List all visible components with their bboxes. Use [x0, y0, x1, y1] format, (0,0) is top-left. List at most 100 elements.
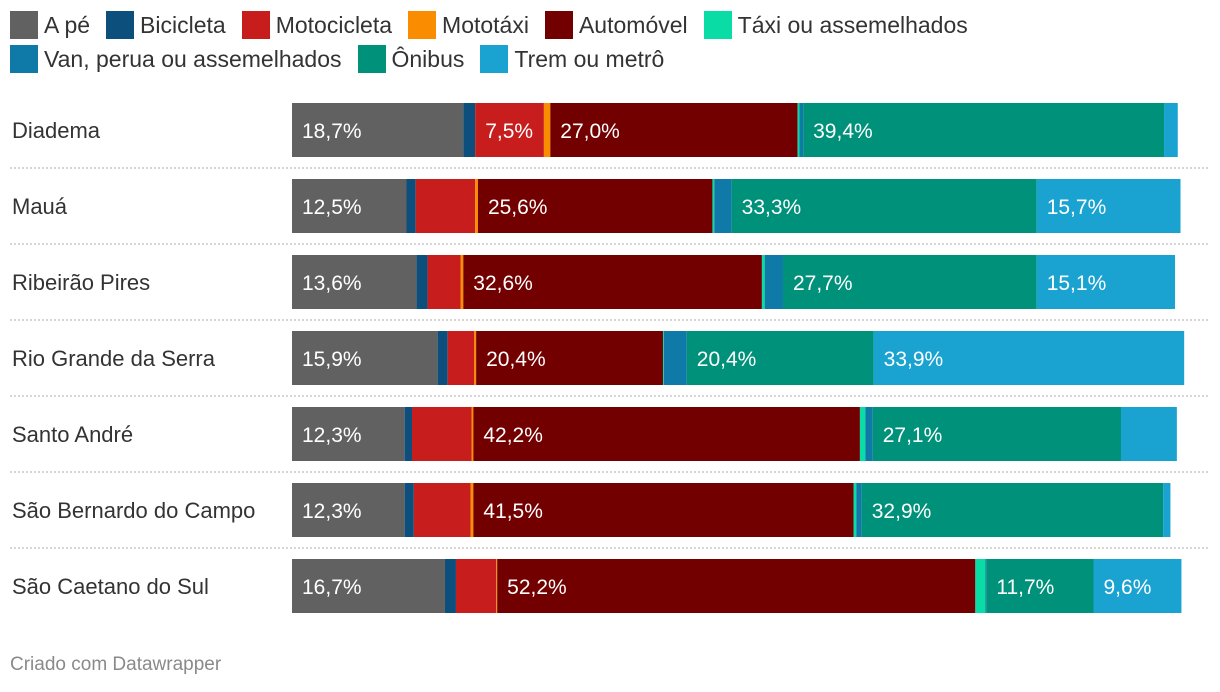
legend-item: Trem ou metrô — [480, 44, 664, 74]
bar-segment — [292, 559, 445, 613]
bar-segment — [470, 483, 474, 537]
bar-segment — [872, 407, 1121, 461]
legend-item: Van, perua ou assemelhados — [10, 44, 342, 74]
bar-segment — [413, 483, 471, 537]
bar-segment — [292, 103, 464, 157]
legend-label: Mototáxi — [442, 12, 529, 38]
legend-label: Ônibus — [391, 46, 465, 72]
bar-segment — [856, 483, 862, 537]
bar-segment — [1163, 483, 1171, 537]
bar-segment — [865, 407, 873, 461]
bar-segment — [686, 331, 874, 385]
bar-segment — [861, 483, 1164, 537]
bar-segment — [1036, 179, 1181, 233]
bar-segment — [497, 559, 976, 613]
bar-segment — [1093, 559, 1182, 613]
legend-label: Táxi ou assemelhados — [737, 12, 968, 38]
bar-segment — [460, 255, 464, 309]
data-label: 32,9% — [872, 500, 932, 523]
bar-segment — [475, 103, 544, 157]
legend-item: Automóvel — [544, 10, 688, 40]
data-label: 12,3% — [302, 500, 362, 523]
bar-segment — [292, 179, 407, 233]
bar-segment — [975, 559, 986, 613]
bar-segment — [476, 331, 663, 385]
bar-segment — [471, 407, 474, 461]
data-label: 15,9% — [302, 348, 362, 371]
legend-swatch — [357, 45, 386, 73]
category-label: Santo André — [12, 422, 133, 447]
legend: A pé Bicicleta Motocicleta Mototáxi Automóve… — [10, 10, 1215, 74]
bar-segment — [473, 483, 854, 537]
legend-label: A pé — [44, 12, 91, 38]
bar-segment — [463, 103, 476, 157]
category-label: Rio Grande da Serra — [12, 346, 216, 371]
legend-swatch — [10, 11, 38, 39]
footer-credit: Criado com Datawrapper — [10, 654, 222, 675]
data-label: 25,6% — [488, 196, 548, 219]
bar-segment — [714, 179, 732, 233]
bar-segment — [416, 255, 428, 309]
bar-segment — [444, 559, 456, 613]
data-label: 15,1% — [1047, 272, 1107, 295]
bar-segment — [415, 179, 476, 233]
bar-segment — [764, 255, 783, 309]
bar-segment — [404, 407, 412, 461]
legend-item: A pé — [10, 10, 90, 40]
data-label: 33,9% — [884, 348, 944, 371]
legend-label: Bicicleta — [140, 12, 226, 38]
bar-segment — [475, 179, 478, 233]
data-label: 11,7% — [996, 576, 1054, 599]
data-label: 27,1% — [883, 424, 943, 447]
category-label: Mauá — [12, 194, 68, 219]
data-label: 42,2% — [483, 424, 543, 447]
data-label: 9,6% — [1104, 576, 1152, 599]
bar-segment — [1164, 103, 1178, 157]
bar-segment — [662, 331, 664, 385]
bar-segment — [853, 483, 857, 537]
bar-segment — [292, 407, 405, 461]
legend-swatch — [106, 11, 135, 39]
legend-swatch — [544, 11, 573, 39]
category-label: São Caetano do Sul — [12, 574, 209, 599]
category-label: São Bernardo do Campo — [12, 498, 255, 523]
bar-segment — [427, 255, 461, 309]
legend-item: Mototáxi — [408, 10, 529, 40]
legend-item: Bicicleta — [106, 10, 226, 40]
bar-segment — [761, 255, 765, 309]
bar-segment — [292, 483, 405, 537]
bar-segment — [463, 255, 762, 309]
data-label: 12,5% — [302, 196, 362, 219]
category-label: Diadema — [12, 118, 101, 143]
bar-segment — [474, 331, 477, 385]
bar-segment — [543, 103, 551, 157]
data-label: 32,6% — [473, 272, 533, 295]
bar-segment — [803, 103, 1165, 157]
legend-swatch — [480, 45, 509, 73]
data-label: 20,4% — [486, 348, 546, 371]
legend-swatch — [703, 11, 732, 39]
data-label: 13,6% — [302, 272, 362, 295]
data-label: 41,5% — [483, 500, 543, 523]
category-label: Ribeirão Pires — [12, 270, 150, 295]
data-label: 18,7% — [302, 120, 362, 143]
data-label: 7,5% — [485, 120, 533, 143]
bar-segment — [873, 331, 1185, 385]
bar-segment — [1120, 407, 1177, 461]
bar-segment — [986, 559, 1094, 613]
bar-segment — [292, 255, 417, 309]
bar-segment — [406, 179, 416, 233]
bar-segment — [663, 331, 687, 385]
data-label: 20,4% — [697, 348, 757, 371]
legend-swatch — [241, 11, 270, 39]
bar-segment — [496, 559, 498, 613]
bar-segment — [782, 255, 1037, 309]
bar-segment — [985, 559, 987, 613]
bar-segment — [712, 179, 715, 233]
bar-segment — [1036, 255, 1176, 309]
bar-segment — [797, 103, 800, 157]
bar-segment — [437, 331, 448, 385]
data-label: 12,3% — [302, 424, 362, 447]
bar-segment — [477, 179, 713, 233]
